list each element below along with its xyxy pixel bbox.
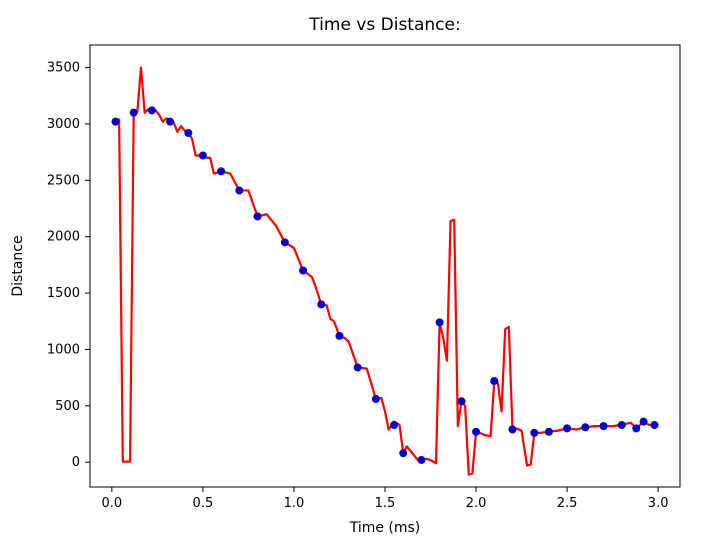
y-tick-label: 0 [72, 455, 80, 470]
scatter-point [148, 106, 156, 114]
scatter-point [111, 118, 119, 126]
scatter-point [563, 424, 571, 432]
scatter-point [417, 456, 425, 464]
scatter-point [640, 418, 648, 426]
scatter-point [632, 424, 640, 432]
y-tick-label: 3000 [47, 117, 80, 132]
scatter-point [184, 129, 192, 137]
scatter-point [317, 300, 325, 308]
scatter-point [235, 186, 243, 194]
chart-title: Time vs Distance: [308, 15, 460, 35]
y-tick-label: 1500 [47, 286, 80, 301]
scatter-point [530, 429, 538, 437]
x-tick-label: 1.5 [375, 496, 396, 511]
x-tick-label: 0.0 [102, 496, 123, 511]
scatter-point [254, 212, 262, 220]
scatter-point [390, 421, 398, 429]
scatter-point [281, 238, 289, 246]
x-tick-label: 0.5 [193, 496, 214, 511]
y-tick-label: 2500 [47, 173, 80, 188]
scatter-point [545, 428, 553, 436]
x-axis-label: Time (ms) [349, 520, 421, 536]
scatter-point [581, 423, 589, 431]
time-distance-chart: 0.0 0.5 1.0 1.5 2.0 2.5 3.0 0 500 1000 1500 2000 250… [0, 0, 705, 547]
scatter-point [472, 428, 480, 436]
scatter-point [199, 152, 207, 160]
y-tick-label: 1000 [47, 342, 80, 357]
scatter-point [399, 449, 407, 457]
scatter-point [508, 425, 516, 433]
y-tick-label: 2000 [47, 230, 80, 245]
scatter-point [600, 422, 608, 430]
x-tick-label: 3.0 [648, 496, 669, 511]
x-tick-label: 2.5 [557, 496, 578, 511]
scatter-point [490, 377, 498, 385]
scatter-point [130, 109, 138, 117]
scatter-point [618, 421, 626, 429]
scatter-point [651, 421, 659, 429]
x-tick-label: 2.0 [466, 496, 487, 511]
scatter-point [372, 395, 380, 403]
y-axis-label: Distance [10, 235, 26, 296]
x-tick-label: 1.0 [284, 496, 305, 511]
chart-container: 0.0 0.5 1.0 1.5 2.0 2.5 3.0 0 500 1000 1500 2000 250… [0, 0, 705, 547]
scatter-point [436, 318, 444, 326]
scatter-point [299, 267, 307, 275]
y-tick-label: 3500 [47, 61, 80, 76]
scatter-point [354, 363, 362, 371]
scatter-point [457, 397, 465, 405]
scatter-point [166, 118, 174, 126]
y-tick-label: 500 [55, 399, 80, 414]
scatter-point [217, 167, 225, 175]
scatter-point [335, 332, 343, 340]
